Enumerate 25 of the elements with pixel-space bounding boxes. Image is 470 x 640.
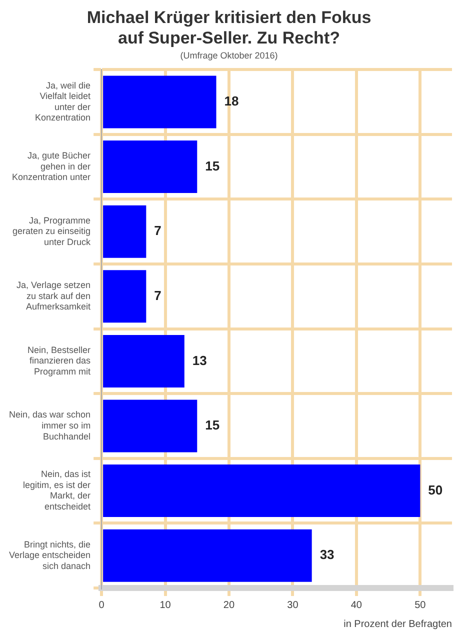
data-label: 7 [154, 223, 162, 238]
y-tick-label: Ja, weil die Vielfalt leidet unter der Konzentration [35, 80, 92, 123]
data-label: 50 [428, 482, 443, 498]
data-label: 13 [192, 352, 207, 368]
data-label: 15 [205, 158, 220, 174]
y-tick-label: Ja, Programme geraten zu einseitig unter Druck [12, 215, 92, 247]
y-tick-label: Ja, Verlage setzen zu stark auf den Aufmerksamkeit [16, 280, 92, 312]
x-tick-label: 40 [350, 600, 362, 611]
y-tick-label: Nein, das ist legitim, es ist der Markt, der entscheidet [23, 469, 92, 512]
x-tick-label: 0 [98, 600, 105, 611]
y-tick-label: Nein, das war schon immer so im Buchhandel [9, 410, 91, 442]
data-label: 7 [154, 288, 162, 303]
x-tick-label: 50 [414, 600, 426, 611]
x-tick-label: 10 [160, 600, 172, 611]
x-tick-label: 20 [223, 600, 235, 611]
data-label: 18 [224, 94, 239, 109]
y-tick-label: Ja, gute Bücher gehen in der Konzentration unter [12, 150, 91, 182]
y-tick-label: Nein, Bestseller finanzieren das Programm mit [28, 344, 92, 376]
chart-title: Michael Krüger kritisiert den Fokus auf Super-Seller. Zu Recht? [86, 8, 372, 48]
x-axis-title: in Prozent der Befragten [344, 618, 452, 630]
x-tick-label: 30 [287, 600, 299, 611]
chart-subtitle: (Umfrage Oktober 2016) [180, 50, 278, 61]
data-label: 15 [205, 418, 220, 433]
data-label: 33 [320, 547, 334, 562]
y-tick-label: Bringt nichts, die Verlage entscheiden sich danach [9, 539, 91, 571]
